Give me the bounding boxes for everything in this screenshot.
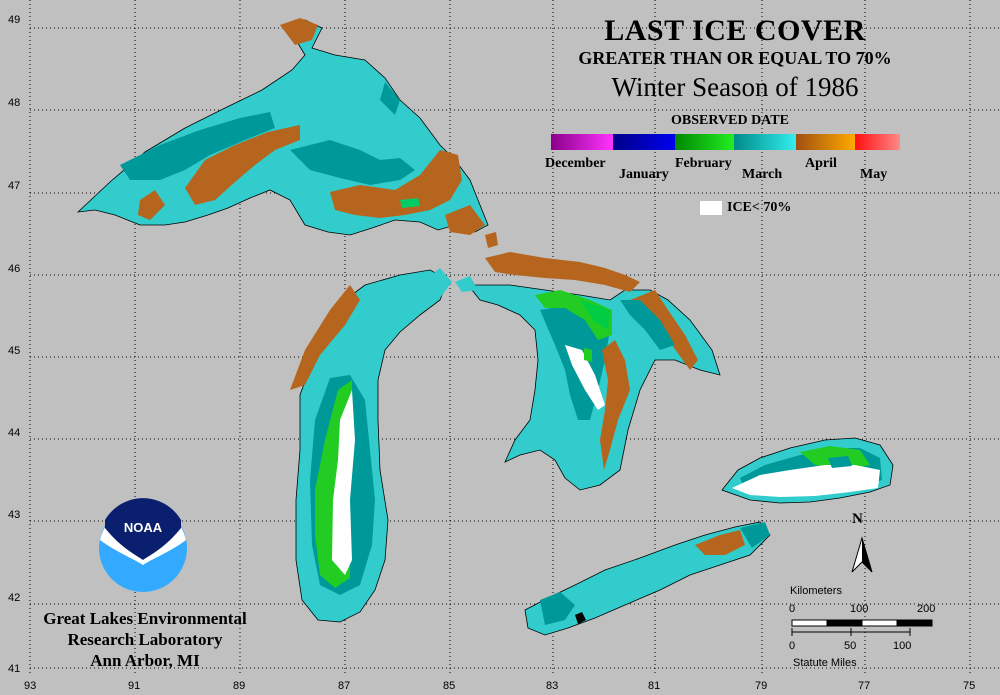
lon-label: 89 [233,680,246,692]
lon-label: 85 [443,680,456,692]
north-channel [455,232,640,292]
north-arrow [851,536,873,573]
lat-label: 46 [8,263,21,275]
lat-label: 45 [8,345,21,357]
lon-label: 81 [648,680,661,692]
legend-month: February [675,156,732,171]
mile-tick: 50 [844,640,857,652]
noaa-logo [99,498,187,592]
mile-tick: 0 [789,640,796,652]
map-title: LAST ICE COVER [604,14,866,47]
lat-label: 41 [8,663,21,675]
km-tick: 0 [789,603,796,615]
ice-below-70-swatch [700,201,722,215]
legend-color-bar [551,134,900,150]
legend-month: March [742,167,783,182]
lat-label: 42 [8,592,21,604]
mile-scale-label: Statute Miles [793,657,857,669]
organization-line: Research Laboratory [67,630,223,649]
km-scale-label: Kilometers [790,585,842,597]
lat-label: 44 [8,427,21,439]
lon-label: 77 [858,680,871,692]
legend-month: April [805,156,837,171]
legend-month: December [545,156,606,171]
legend-month: January [619,167,669,182]
lon-label: 83 [546,680,559,692]
ice-below-70-label: ICE< 70% [727,200,792,215]
km-tick: 200 [917,603,936,615]
lat-label: 47 [8,180,21,192]
lon-label: 93 [24,680,37,692]
lon-label: 87 [338,680,351,692]
lake-erie [524,521,771,636]
legend-title: OBSERVED DATE [671,113,789,128]
km-tick: 100 [850,603,869,615]
lake-ontario [721,437,894,504]
mile-tick: 100 [893,640,912,652]
organization-line: Ann Arbor, MI [90,651,200,670]
lon-label: 91 [128,680,141,692]
legend-month: May [860,167,888,182]
season-title: Winter Season of 1986 [611,72,859,102]
lake-superior [76,18,489,236]
lat-label: 48 [8,97,21,109]
lon-label: 79 [755,680,768,692]
north-label: N [852,511,863,527]
noaa-logo-text: NOAA [123,520,163,535]
lat-label: 43 [8,509,21,521]
lake-michigan [290,268,452,623]
lake-huron [467,284,721,491]
lat-label: 49 [8,14,21,26]
lon-label: 75 [963,680,976,692]
scale-bar [791,619,933,636]
organization-line: Great Lakes Environmental [43,609,247,628]
map-subtitle: GREATER THAN OR EQUAL TO 70% [578,48,892,68]
